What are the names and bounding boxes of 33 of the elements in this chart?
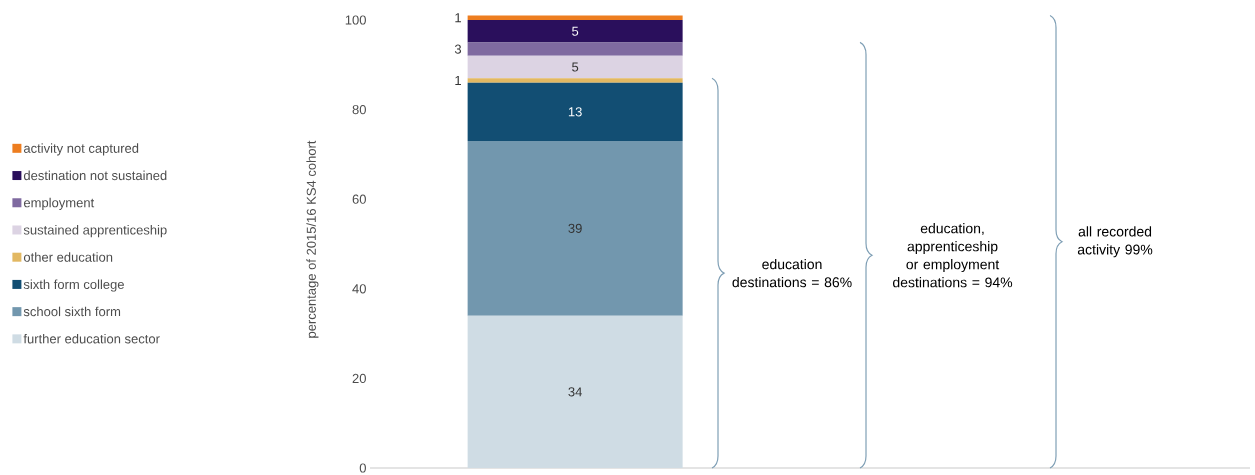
text: education, apprenticeship or employment destinations = 94% <box>893 223 1013 288</box>
bar <box>467 20 683 43</box>
data-label: 1 <box>455 76 461 85</box>
legend-label: sustained apprenticeship <box>23 225 167 238</box>
data-label: 13 <box>568 107 582 117</box>
data-label: 1 <box>455 13 461 23</box>
data-label: 3 <box>454 44 462 54</box>
y-tick-label: 0 <box>359 463 366 473</box>
legend-label: employment <box>23 197 95 210</box>
y-tick-label: 40 <box>352 284 366 294</box>
legend-label: other education <box>23 252 113 262</box>
legend-label: further education sector <box>23 333 160 344</box>
bar <box>467 78 683 83</box>
y-axis-title: percentage of 2015/16 KS4 cohort <box>306 140 319 338</box>
legend-label: activity not captured <box>23 143 139 156</box>
y-tick-label: 60 <box>352 194 366 204</box>
text: education destinations = 86% <box>732 258 852 288</box>
y-tick-label: 20 <box>352 373 366 383</box>
bar <box>467 42 683 56</box>
legend-label: destination not sustained <box>23 170 167 181</box>
data-label: 34 <box>568 387 582 397</box>
bar <box>467 315 683 468</box>
data-label: 5 <box>572 62 579 72</box>
y-tick-label: 80 <box>352 104 366 115</box>
bar <box>467 55 683 79</box>
bar <box>467 140 683 316</box>
text: all recorded activity 99% <box>1077 226 1153 258</box>
legend-label: school sixth form <box>23 306 121 317</box>
data-label: 39 <box>568 223 582 233</box>
y-tick-label: 100 <box>345 15 366 25</box>
bar <box>467 82 683 141</box>
legend-label: sixth form college <box>23 279 124 292</box>
data-label: 5 <box>572 26 579 36</box>
